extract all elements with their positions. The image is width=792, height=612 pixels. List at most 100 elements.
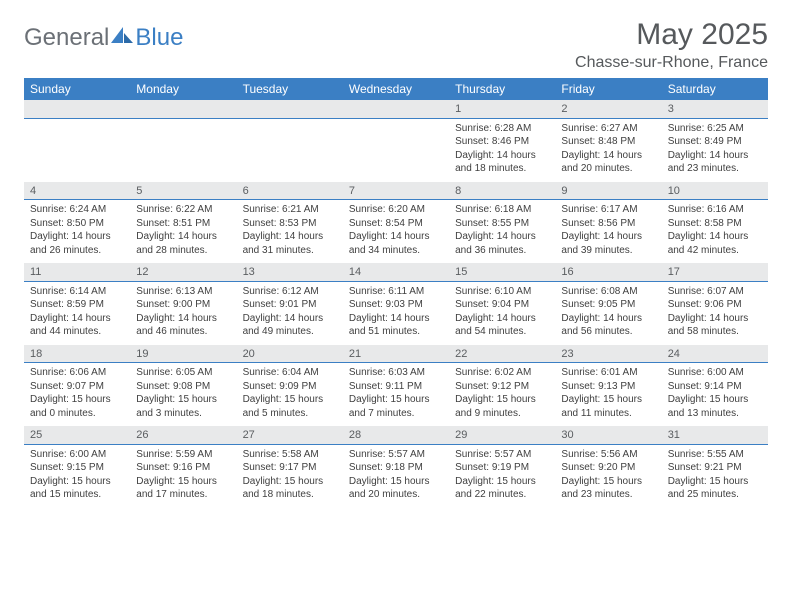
day-cell: Sunrise: 6:08 AMSunset: 9:05 PMDaylight:… — [555, 281, 661, 345]
date-number: 24 — [662, 345, 768, 363]
day-header: Tuesday — [237, 78, 343, 100]
date-number-row: 123 — [24, 100, 768, 118]
header: General Blue May 2025 Chasse-sur-Rhone, … — [24, 18, 768, 72]
day-day1: Daylight: 15 hours — [30, 393, 124, 407]
detail-row: Sunrise: 6:14 AMSunset: 8:59 PMDaylight:… — [24, 281, 768, 345]
date-number-row: 45678910 — [24, 182, 768, 200]
day-cell: Sunrise: 6:04 AMSunset: 9:09 PMDaylight:… — [237, 363, 343, 427]
day-sunrise: Sunrise: 6:03 AM — [349, 366, 443, 380]
date-number-row: 11121314151617 — [24, 263, 768, 281]
day-day1: Daylight: 14 hours — [136, 312, 230, 326]
date-number: 11 — [24, 263, 130, 281]
day-day1: Daylight: 15 hours — [668, 475, 762, 489]
day-cell: Sunrise: 5:57 AMSunset: 9:18 PMDaylight:… — [343, 444, 449, 508]
detail-row: Sunrise: 6:06 AMSunset: 9:07 PMDaylight:… — [24, 363, 768, 427]
date-number: 28 — [343, 426, 449, 444]
day-sunset: Sunset: 9:05 PM — [561, 298, 655, 312]
date-number: 12 — [130, 263, 236, 281]
day-day1: Daylight: 15 hours — [349, 475, 443, 489]
day-header: Monday — [130, 78, 236, 100]
date-number: 16 — [555, 263, 661, 281]
month-title: May 2025 — [575, 18, 768, 52]
day-day1: Daylight: 15 hours — [561, 475, 655, 489]
day-cell: Sunrise: 5:58 AMSunset: 9:17 PMDaylight:… — [237, 444, 343, 508]
day-day1: Daylight: 14 hours — [455, 312, 549, 326]
date-number: 26 — [130, 426, 236, 444]
day-sunrise: Sunrise: 6:01 AM — [561, 366, 655, 380]
day-sunrise: Sunrise: 6:05 AM — [136, 366, 230, 380]
date-number — [343, 100, 449, 118]
day-sunrise: Sunrise: 6:28 AM — [455, 122, 549, 136]
brand-logo: General Blue — [24, 18, 183, 52]
day-sunset: Sunset: 9:00 PM — [136, 298, 230, 312]
day-day2: and 42 minutes. — [668, 244, 762, 258]
day-day1: Daylight: 15 hours — [561, 393, 655, 407]
day-day2: and 20 minutes. — [349, 488, 443, 502]
day-sunrise: Sunrise: 6:00 AM — [30, 448, 124, 462]
day-cell: Sunrise: 6:05 AMSunset: 9:08 PMDaylight:… — [130, 363, 236, 427]
day-cell: Sunrise: 6:18 AMSunset: 8:55 PMDaylight:… — [449, 200, 555, 264]
day-cell: Sunrise: 6:11 AMSunset: 9:03 PMDaylight:… — [343, 281, 449, 345]
day-sunrise: Sunrise: 5:55 AM — [668, 448, 762, 462]
detail-row: Sunrise: 6:28 AMSunset: 8:46 PMDaylight:… — [24, 118, 768, 182]
day-sunset: Sunset: 8:58 PM — [668, 217, 762, 231]
detail-row: Sunrise: 6:24 AMSunset: 8:50 PMDaylight:… — [24, 200, 768, 264]
day-sunset: Sunset: 9:13 PM — [561, 380, 655, 394]
day-cell: Sunrise: 6:21 AMSunset: 8:53 PMDaylight:… — [237, 200, 343, 264]
day-sunset: Sunset: 9:15 PM — [30, 461, 124, 475]
day-day1: Daylight: 14 hours — [349, 312, 443, 326]
date-number: 4 — [24, 182, 130, 200]
day-sunrise: Sunrise: 6:08 AM — [561, 285, 655, 299]
day-day2: and 25 minutes. — [668, 488, 762, 502]
date-number: 27 — [237, 426, 343, 444]
day-sunset: Sunset: 8:59 PM — [30, 298, 124, 312]
date-number-row: 25262728293031 — [24, 426, 768, 444]
day-cell — [343, 118, 449, 182]
day-day2: and 18 minutes. — [243, 488, 337, 502]
day-header: Sunday — [24, 78, 130, 100]
day-day2: and 15 minutes. — [30, 488, 124, 502]
day-day2: and 9 minutes. — [455, 407, 549, 421]
location: Chasse-sur-Rhone, France — [575, 54, 768, 72]
day-cell: Sunrise: 6:24 AMSunset: 8:50 PMDaylight:… — [24, 200, 130, 264]
day-day2: and 3 minutes. — [136, 407, 230, 421]
day-header: Thursday — [449, 78, 555, 100]
day-sunrise: Sunrise: 5:58 AM — [243, 448, 337, 462]
day-sunrise: Sunrise: 6:10 AM — [455, 285, 549, 299]
day-sunrise: Sunrise: 5:57 AM — [455, 448, 549, 462]
day-sunrise: Sunrise: 6:21 AM — [243, 203, 337, 217]
date-number: 20 — [237, 345, 343, 363]
day-day2: and 36 minutes. — [455, 244, 549, 258]
day-cell — [130, 118, 236, 182]
date-number: 22 — [449, 345, 555, 363]
date-number: 17 — [662, 263, 768, 281]
day-sunrise: Sunrise: 6:07 AM — [668, 285, 762, 299]
day-day1: Daylight: 15 hours — [136, 393, 230, 407]
day-day2: and 28 minutes. — [136, 244, 230, 258]
title-block: May 2025 Chasse-sur-Rhone, France — [575, 18, 768, 72]
day-sunset: Sunset: 9:09 PM — [243, 380, 337, 394]
day-day1: Daylight: 15 hours — [349, 393, 443, 407]
day-day2: and 17 minutes. — [136, 488, 230, 502]
day-cell: Sunrise: 6:14 AMSunset: 8:59 PMDaylight:… — [24, 281, 130, 345]
day-sunset: Sunset: 9:18 PM — [349, 461, 443, 475]
day-day1: Daylight: 14 hours — [243, 312, 337, 326]
day-cell: Sunrise: 6:00 AMSunset: 9:14 PMDaylight:… — [662, 363, 768, 427]
day-sunset: Sunset: 9:08 PM — [136, 380, 230, 394]
day-sunrise: Sunrise: 6:11 AM — [349, 285, 443, 299]
day-day2: and 44 minutes. — [30, 325, 124, 339]
day-sunset: Sunset: 9:20 PM — [561, 461, 655, 475]
day-day1: Daylight: 14 hours — [668, 149, 762, 163]
calendar-body: 123Sunrise: 6:28 AMSunset: 8:46 PMDaylig… — [24, 100, 768, 508]
day-sunset: Sunset: 8:48 PM — [561, 135, 655, 149]
day-day1: Daylight: 14 hours — [561, 312, 655, 326]
day-day2: and 46 minutes. — [136, 325, 230, 339]
day-day1: Daylight: 14 hours — [561, 149, 655, 163]
day-sunset: Sunset: 9:03 PM — [349, 298, 443, 312]
date-number: 31 — [662, 426, 768, 444]
day-day1: Daylight: 14 hours — [349, 230, 443, 244]
day-cell: Sunrise: 6:06 AMSunset: 9:07 PMDaylight:… — [24, 363, 130, 427]
day-day2: and 34 minutes. — [349, 244, 443, 258]
day-day2: and 20 minutes. — [561, 162, 655, 176]
day-day2: and 39 minutes. — [561, 244, 655, 258]
